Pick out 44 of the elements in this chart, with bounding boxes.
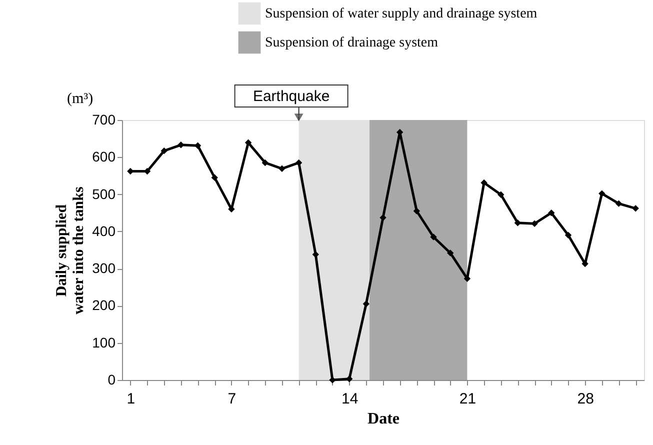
annotation: Earthquake [252, 88, 330, 105]
point [295, 159, 302, 166]
point [380, 214, 386, 222]
point [312, 251, 319, 258]
y-tick-label: 300 [92, 260, 116, 276]
point [598, 190, 606, 197]
point [498, 191, 504, 198]
y-axis-title: Daily supplied water into the tanks [54, 186, 88, 314]
y-tick-label: 400 [92, 222, 116, 239]
y-tick-label: 700 [92, 112, 116, 128]
point [244, 139, 252, 146]
x-tick-label: 1 [126, 390, 136, 408]
point [346, 376, 353, 382]
y-tick-label: 100 [92, 334, 116, 350]
point [615, 200, 622, 207]
point [194, 142, 202, 149]
y-tick-label: 200 [92, 297, 116, 314]
point [447, 250, 454, 256]
point [160, 147, 168, 154]
x-tick-label: 7 [228, 390, 236, 408]
x-axis-title: Date [368, 410, 400, 428]
y-tick-label: 0 [108, 372, 116, 388]
x-tick-label: 21 [459, 390, 476, 408]
point [548, 210, 555, 216]
y-tick-label: 600 [92, 148, 116, 165]
point [211, 174, 218, 181]
x-tick-label: 28 [577, 390, 594, 408]
point [262, 159, 268, 166]
point [278, 165, 286, 172]
point [178, 142, 184, 148]
text: (m³) [67, 91, 94, 107]
point [329, 376, 336, 384]
point [514, 220, 522, 226]
point [362, 300, 370, 308]
legend-label: Suspension of drainage system [265, 36, 438, 50]
point [531, 220, 538, 227]
y-tick-label: 500 [92, 186, 116, 202]
point [480, 179, 488, 186]
x-tick-label: 14 [341, 390, 358, 408]
point [632, 205, 639, 212]
legend-label: Suspension of water supply and drainage system [265, 6, 538, 22]
point [430, 234, 437, 240]
point [413, 208, 420, 214]
point [564, 232, 572, 238]
